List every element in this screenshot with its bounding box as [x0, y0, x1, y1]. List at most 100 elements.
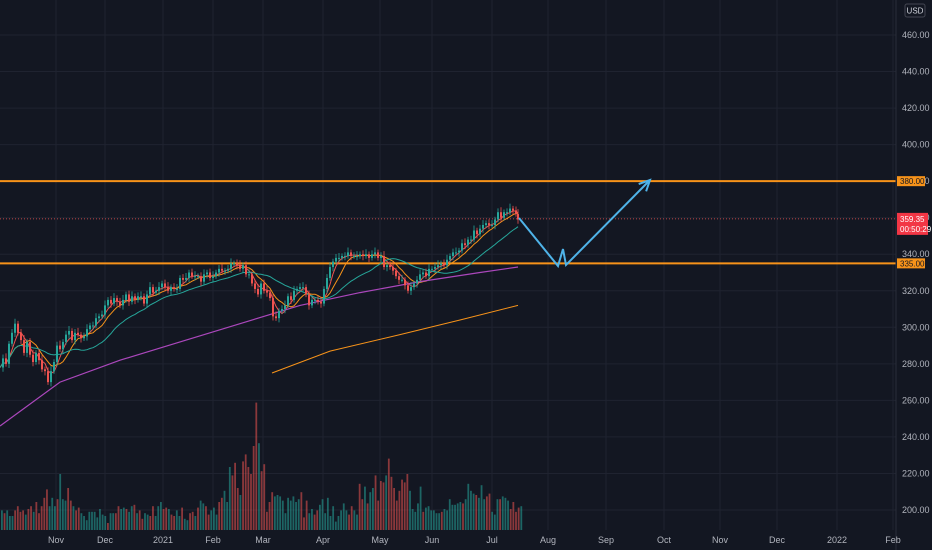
- candle-body: [284, 305, 286, 310]
- candle-body: [29, 341, 31, 355]
- volume-bar: [122, 507, 125, 530]
- candle-body: [224, 270, 226, 272]
- volume-bar: [501, 496, 504, 530]
- y-tick-label: 300.00: [902, 322, 930, 332]
- volume-bar: [54, 506, 56, 530]
- candle-body: [86, 329, 88, 337]
- candle-body: [158, 287, 160, 291]
- candle-body: [161, 283, 163, 288]
- volume-bar: [38, 513, 40, 530]
- candle-body: [62, 341, 64, 350]
- x-tick-label: 2022: [827, 535, 847, 545]
- volume-bar: [255, 402, 258, 530]
- candle-body: [494, 219, 496, 225]
- volume-bar: [191, 511, 194, 530]
- candle-body: [53, 362, 55, 372]
- candle-body: [254, 283, 256, 289]
- currency-label: USD: [907, 7, 924, 16]
- volume-bar: [334, 521, 337, 530]
- volume-bar: [337, 516, 340, 530]
- candle-body: [176, 288, 178, 290]
- projection-arrow[interactable]: [518, 178, 652, 269]
- volume-bar: [213, 507, 215, 530]
- x-tick-label: Oct: [657, 535, 672, 545]
- volume-bar: [43, 497, 46, 530]
- volume-bar: [313, 514, 316, 530]
- candle-body: [2, 358, 4, 368]
- x-tick-label: Jun: [425, 535, 440, 545]
- candle-body: [233, 263, 235, 265]
- volume-bar: [236, 488, 239, 530]
- volume-bar: [422, 511, 425, 530]
- candle-body: [281, 309, 283, 311]
- volume-bar: [64, 500, 67, 530]
- volume-bar: [417, 503, 419, 530]
- volume-bar: [358, 483, 361, 530]
- volume-bar: [197, 507, 199, 530]
- candle-body: [419, 274, 421, 280]
- volume-bar: [454, 504, 456, 530]
- volume-bar: [438, 513, 441, 530]
- volume-bar: [30, 506, 32, 530]
- volume-bar: [91, 511, 93, 530]
- time-axis[interactable]: Nov Dec 2021 Feb Mar Apr May Jun Jul Aug Sep Oct Nov…: [48, 535, 901, 545]
- volume-bar: [385, 475, 388, 530]
- candle-body: [149, 287, 151, 295]
- candle-body: [517, 214, 519, 220]
- volume-bar: [138, 510, 141, 530]
- volume-bar: [491, 511, 494, 530]
- volume-bar: [165, 507, 168, 530]
- candle-body: [299, 287, 301, 289]
- arrow-path[interactable]: [518, 179, 651, 269]
- candle-body: [311, 299, 313, 306]
- volume-bar: [183, 518, 186, 530]
- candle-body: [437, 265, 439, 268]
- volume-bar: [507, 500, 509, 530]
- candle-body: [350, 252, 352, 257]
- volume-bar: [24, 514, 27, 530]
- volume-bar: [117, 506, 120, 530]
- volume-bar: [374, 475, 377, 530]
- volume-bar: [173, 516, 176, 530]
- candle-body: [182, 277, 184, 280]
- candle-body: [101, 314, 103, 317]
- currency-button[interactable]: USD: [904, 3, 926, 18]
- candle-body: [194, 276, 196, 278]
- volume-bar: [162, 509, 165, 530]
- candle-body: [440, 263, 442, 266]
- ma-yearly: [271, 304, 519, 374]
- candle-body: [71, 330, 73, 341]
- volume-bar: [340, 510, 342, 530]
- volume-bar: [226, 502, 229, 530]
- candle-body: [446, 259, 448, 266]
- candle-body: [272, 298, 274, 317]
- candle-body: [113, 298, 115, 304]
- volume-bar: [104, 516, 107, 530]
- volume-bar: [414, 511, 417, 530]
- candle-body: [269, 292, 271, 299]
- x-tick-label: Apr: [316, 535, 330, 545]
- candle-body: [116, 298, 118, 302]
- volume-bar: [403, 482, 406, 530]
- volume-bar: [152, 506, 154, 530]
- candle-body: [59, 345, 61, 350]
- candle-body: [173, 287, 175, 289]
- volume-bar: [472, 493, 475, 530]
- candle-body: [140, 296, 142, 298]
- volume-bar: [199, 500, 202, 530]
- candle-body: [383, 256, 385, 268]
- candle-body: [179, 277, 181, 289]
- volume-bar: [284, 513, 287, 530]
- candle-body: [329, 267, 331, 278]
- volume-bar: [101, 514, 104, 530]
- candle-body: [110, 299, 112, 304]
- volume-bar: [430, 510, 433, 530]
- candle-body: [209, 272, 211, 278]
- candle-body: [356, 256, 358, 258]
- volume-bar: [281, 500, 284, 530]
- volume-bar: [295, 502, 297, 530]
- volume-bar: [311, 509, 313, 530]
- candle-body: [377, 252, 379, 258]
- candle-body: [26, 341, 28, 353]
